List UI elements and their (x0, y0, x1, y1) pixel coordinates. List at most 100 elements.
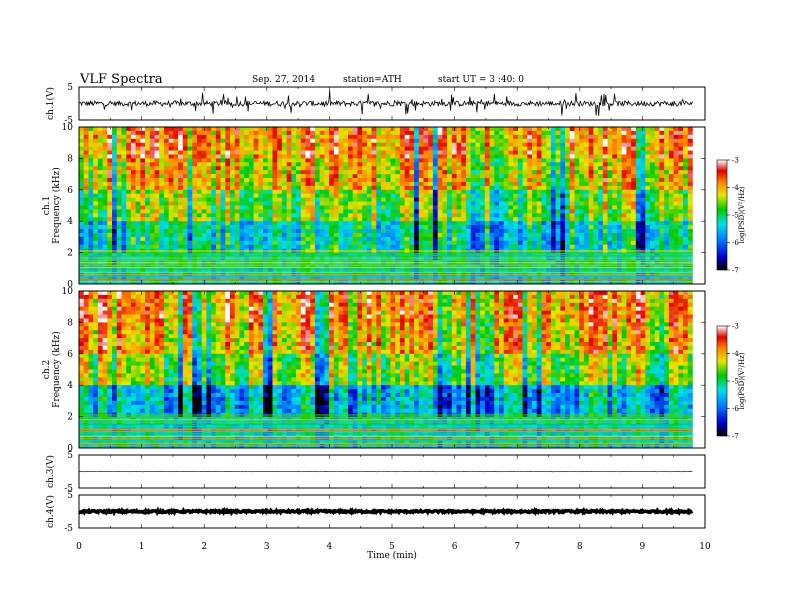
spectrogram-cell (428, 170, 434, 175)
spectrogram-cell (390, 197, 396, 202)
spectrogram-cell (263, 276, 269, 281)
spectrogram-cell (97, 209, 103, 214)
spectrogram-cell (550, 221, 556, 226)
spectrogram-cell (428, 240, 434, 246)
spectrogram-cell (414, 256, 420, 261)
spectrogram-cell (442, 229, 448, 234)
spectrogram-cell (560, 240, 566, 246)
spectrogram-cell (272, 221, 278, 226)
spectrogram-cell (88, 256, 94, 261)
spectrogram-cell (442, 225, 448, 230)
spectrogram-cell (475, 201, 481, 206)
spectrogram-cell (149, 154, 155, 159)
spectrogram-cell (616, 185, 622, 191)
spectrogram-cell (211, 142, 217, 147)
spectrogram-cell (121, 181, 127, 187)
spectrogram-cell (678, 221, 684, 226)
spectrogram-cell (121, 154, 127, 159)
spectrogram-cell (385, 142, 391, 147)
spectrogram-cell (281, 127, 287, 132)
spectrogram-cell (277, 162, 283, 167)
spectrogram-cell (414, 201, 420, 206)
spectrogram-cell (225, 229, 231, 234)
spectrogram-cell (305, 240, 311, 246)
spectrogram-cell (475, 213, 481, 218)
spectrogram-cell (465, 209, 471, 214)
spectrogram-cell (588, 189, 594, 195)
spectrogram-cell (135, 193, 141, 198)
spectrogram-cell (244, 232, 250, 238)
spectrogram-cell (432, 232, 438, 238)
spectrogram-cell (546, 162, 552, 167)
spectrogram-cell (602, 154, 608, 159)
spectrogram-cell (494, 225, 500, 230)
spectrogram-cell (343, 127, 349, 132)
spectrogram-cell (267, 134, 273, 140)
spectrogram-cell (480, 240, 486, 246)
spectrogram-cell (159, 217, 165, 222)
spectrogram-cell (451, 268, 457, 273)
spectrogram-cell (239, 232, 245, 238)
spectrogram-cell (277, 154, 283, 159)
spectrogram-cell (475, 225, 481, 230)
spectrogram-cell (258, 138, 264, 143)
spectrogram-cell (102, 201, 108, 206)
spectrogram-cell (683, 181, 689, 187)
spectrogram-cell (654, 130, 660, 136)
spectrogram-cell (145, 162, 151, 167)
spectrogram-cell (484, 181, 490, 187)
spectrogram-cell (366, 181, 372, 187)
spectrogram-cell (314, 240, 320, 246)
spectrogram-cell (93, 213, 99, 218)
spectrogram-cell (79, 217, 85, 222)
spectrogram-cell (579, 134, 585, 140)
spectrogram-cell (145, 213, 151, 218)
spectrogram-cell (187, 201, 193, 206)
spectrogram-cell (432, 225, 438, 230)
spectrogram-cell (258, 201, 264, 206)
spectrogram-cell (366, 213, 372, 218)
spectrogram-cell (583, 229, 589, 234)
spectrogram-cell (428, 205, 434, 210)
spectrogram-cell (130, 162, 136, 167)
spectrogram-cell (465, 174, 471, 179)
spectrogram-cell (565, 221, 571, 226)
spectrogram-cell (673, 127, 679, 132)
spectrogram-cell (546, 142, 552, 147)
spectrogram-cell (494, 244, 500, 249)
spectrogram-cell (659, 162, 665, 167)
spectrogram-cell (168, 170, 174, 175)
spectrogram-cell (366, 138, 372, 143)
spectrogram-cell (211, 276, 217, 281)
spectrogram-cell (248, 193, 254, 198)
spectrogram-cell (650, 256, 656, 261)
spectrogram-cell (465, 268, 471, 273)
spectrogram-cell (423, 138, 429, 143)
spectrogram-cell (130, 142, 136, 147)
spectrogram-cell (347, 174, 354, 179)
spectrogram-cell (178, 197, 184, 202)
spectrogram-cell (281, 189, 287, 195)
spectrogram-cell (352, 166, 358, 171)
spectrogram-cell (423, 213, 429, 218)
spectrogram-cell (404, 193, 410, 198)
spectrogram-cell (536, 127, 542, 132)
spectrogram-cell (432, 240, 438, 246)
spectrogram-cell (588, 174, 594, 179)
spectrogram-cell (546, 193, 552, 198)
spectrogram-cell (668, 185, 674, 191)
spectrogram-cell (385, 209, 391, 214)
spectrogram-cell (654, 127, 660, 132)
spectrogram-cell (583, 181, 589, 187)
spectrogram-cell (508, 229, 514, 234)
spectrogram-cell (366, 252, 372, 257)
spectrogram-cell (555, 217, 561, 222)
spectrogram-cell (215, 178, 221, 183)
spectrogram-cell (258, 154, 264, 159)
spectrogram-cell (196, 146, 202, 151)
spectrogram-cell (135, 197, 141, 202)
spectrogram-cell (305, 264, 311, 269)
spectrogram-cell (418, 225, 424, 230)
spectrogram-cell (135, 213, 141, 218)
spectrogram-cell (116, 130, 122, 136)
